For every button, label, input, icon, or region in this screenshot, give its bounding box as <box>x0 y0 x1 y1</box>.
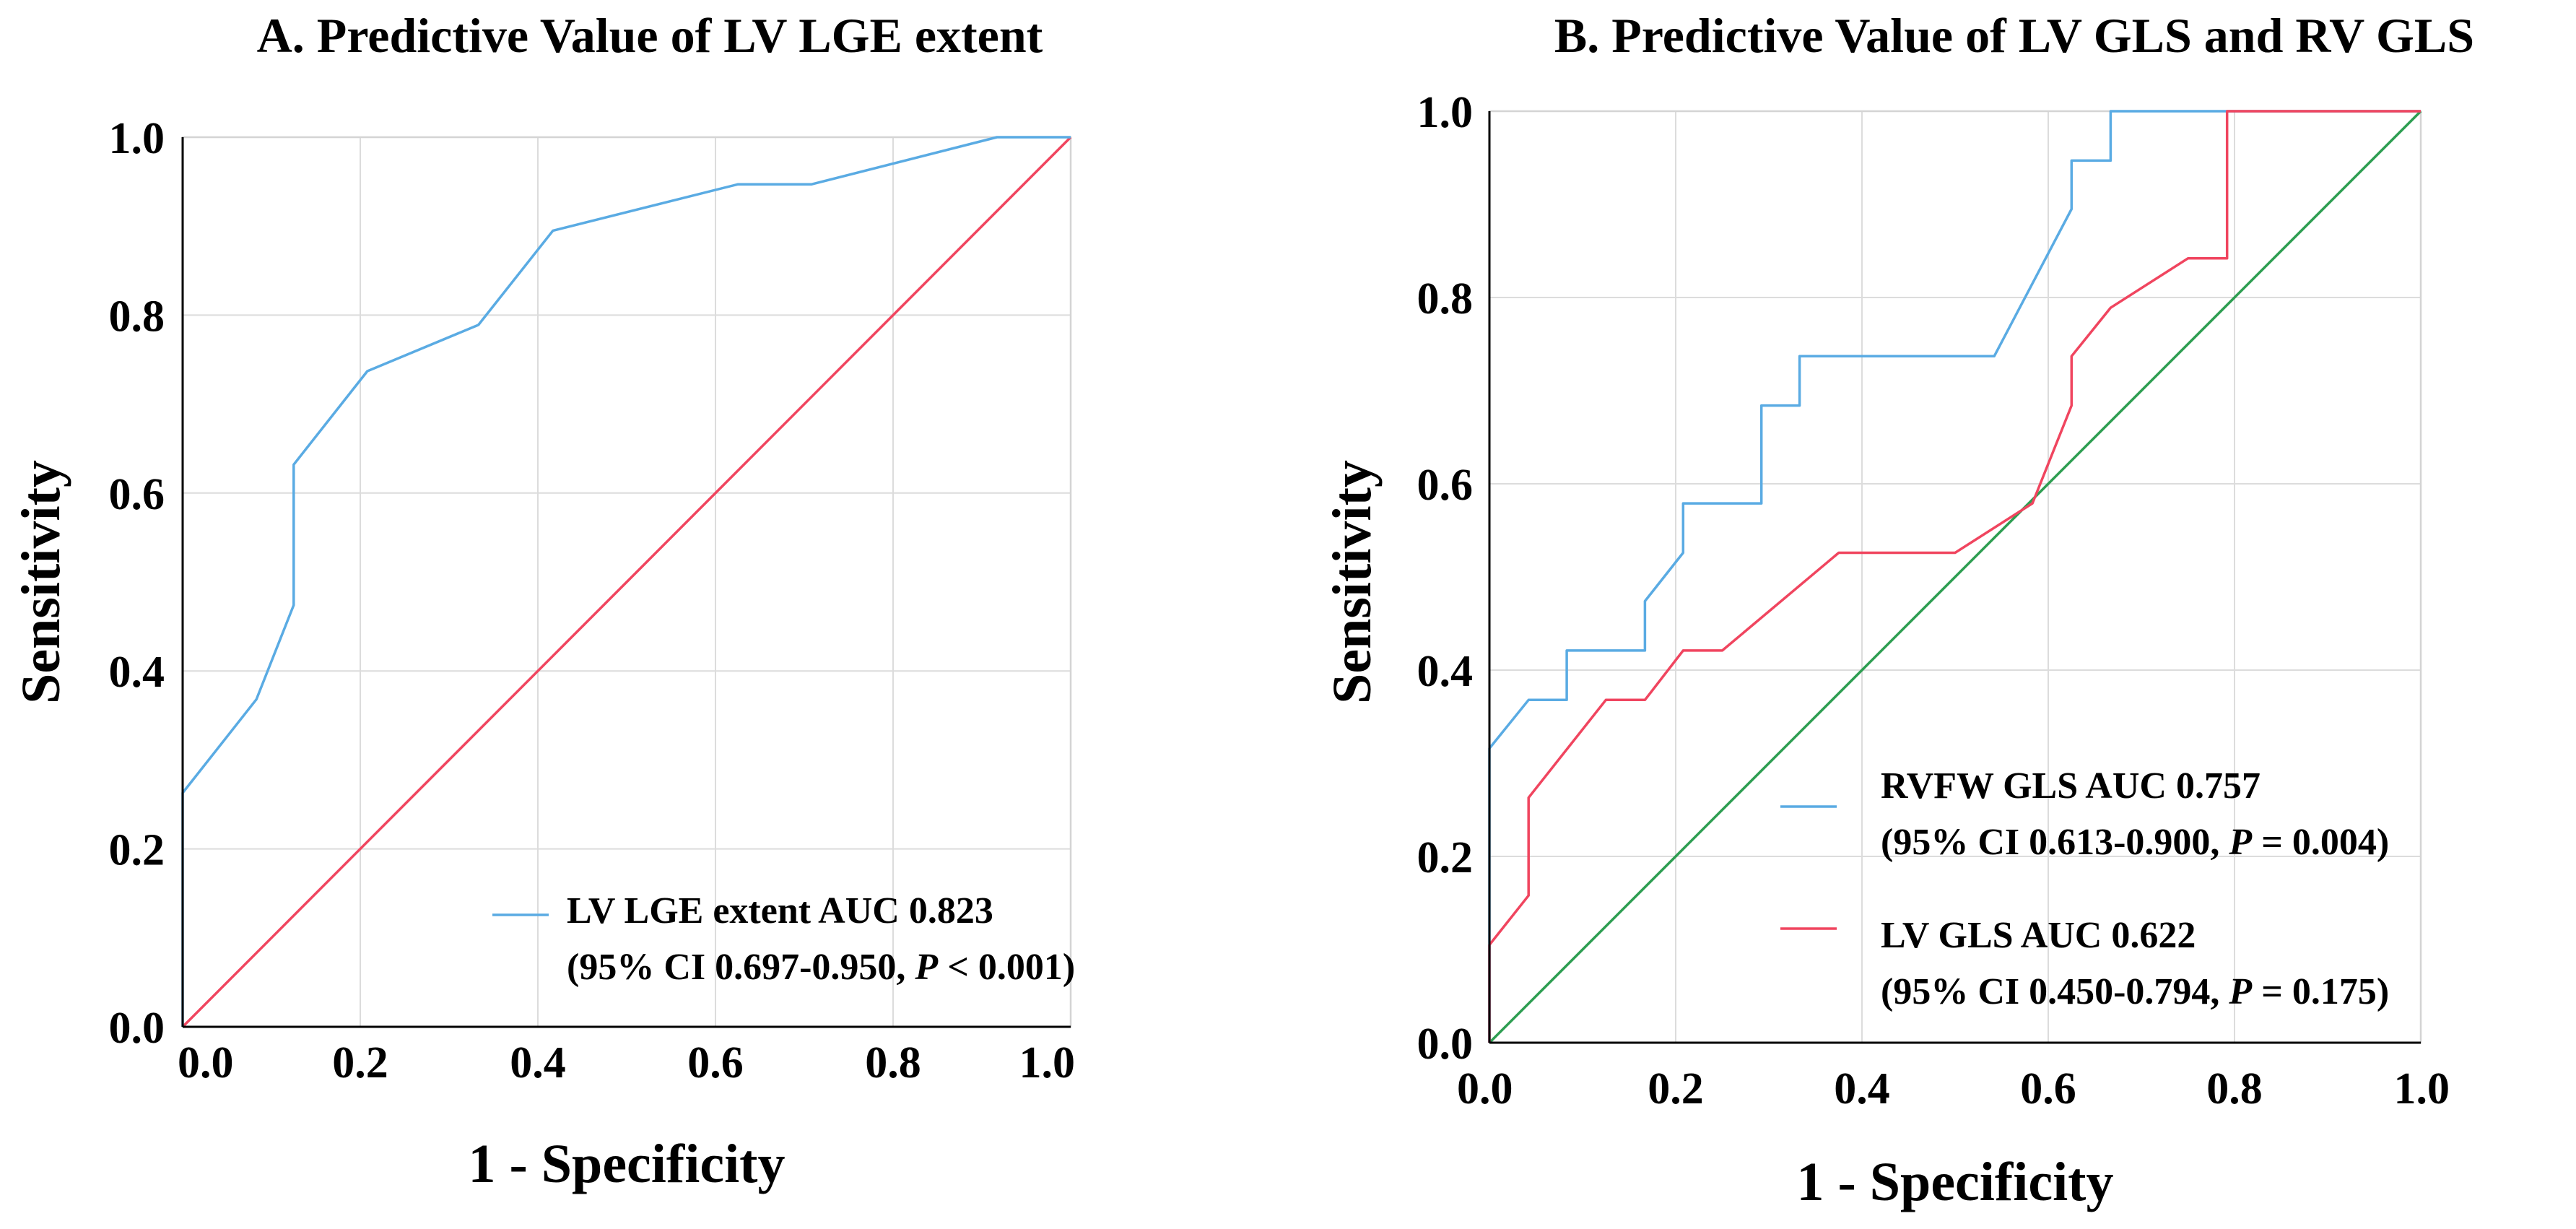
y-tick-label-0-6: 0.6 <box>109 470 165 519</box>
panel-b-x-tick-labels: 0.0 0.2 0.4 0.6 0.8 1.0 <box>1457 1064 2450 1113</box>
series-line-reference <box>181 136 1072 1028</box>
panel-b-series <box>1488 110 2422 1044</box>
panel-b-legend: RVFW GLS AUC 0.757 (95% CI 0.613-0.900, … <box>1780 765 2389 1012</box>
x-tick-label-0-2: 0.2 <box>1648 1064 1704 1113</box>
panel-b-lv-rv-gls: B. Predictive Value of LV GLS and RV GLS… <box>1322 8 2474 1212</box>
y-tick-label-0-2: 0.2 <box>109 826 165 875</box>
legend-lv-lge-p-label: P <box>914 947 939 988</box>
x-tick-label-0-6: 0.6 <box>687 1038 744 1087</box>
legend-lv-gls-line1: LV GLS AUC 0.622 <box>1881 915 2196 956</box>
x-tick-label-0-8: 0.8 <box>2206 1064 2263 1113</box>
y-tick-label-0-0: 0.0 <box>1417 1020 1474 1069</box>
x-tick-label-0-0: 0.0 <box>1457 1064 1513 1113</box>
panel-a-x-tick-labels: 0.0 0.2 0.4 0.6 0.8 1.0 <box>178 1038 1075 1087</box>
x-tick-label-0-4: 0.4 <box>510 1038 566 1087</box>
panel-a-series <box>181 136 1072 1028</box>
y-tick-label-0-4: 0.4 <box>109 648 165 697</box>
legend-lv-lge-line2: (95% CI 0.697-0.950, P < 0.001) <box>567 947 1075 988</box>
legend-rvfw-gls-p-value: = 0.004) <box>2252 822 2389 863</box>
panel-a-y-axis-label: Sensitivity <box>11 460 71 704</box>
x-tick-label-1-0: 1.0 <box>2394 1064 2450 1113</box>
legend-lv-gls-ci: (95% CI 0.450-0.794, <box>1881 971 2229 1012</box>
y-tick-label-0-0: 0.0 <box>109 1004 165 1053</box>
series-line-rvfw-gls <box>1488 110 2421 1043</box>
legend-rvfw-gls-ci: (95% CI 0.613-0.900, <box>1881 822 2229 863</box>
panel-a-lv-lge: A. Predictive Value of LV LGE extent 0.0… <box>11 8 1075 1194</box>
series-line-lv-gls <box>1488 110 2421 1043</box>
y-tick-label-0-4: 0.4 <box>1417 647 1474 696</box>
x-tick-label-0-6: 0.6 <box>2020 1064 2076 1113</box>
legend-lv-lge-ci: (95% CI 0.697-0.950, <box>567 947 915 988</box>
series-line-lv-lge-extent <box>181 136 1071 1027</box>
legend-rvfw-gls-p-label: P <box>2228 822 2253 863</box>
legend-lv-lge-line1: LV LGE extent AUC 0.823 <box>567 890 993 931</box>
legend-rvfw-gls-line2: (95% CI 0.613-0.900, P = 0.004) <box>1881 822 2389 863</box>
x-tick-label-1-0: 1.0 <box>1019 1038 1076 1087</box>
y-tick-label-0-8: 0.8 <box>109 292 165 341</box>
y-tick-label-0-8: 0.8 <box>1417 274 1474 323</box>
y-tick-label-0-2: 0.2 <box>1417 833 1474 882</box>
panel-a-y-tick-labels: 0.0 0.2 0.4 0.6 0.8 1.0 <box>109 114 165 1053</box>
panel-a-title: A. Predictive Value of LV LGE extent <box>257 8 1043 63</box>
x-tick-label-0-2: 0.2 <box>332 1038 388 1087</box>
panel-b-title: B. Predictive Value of LV GLS and RV GLS <box>1554 8 2474 63</box>
panel-a-legend: LV LGE extent AUC 0.823 (95% CI 0.697-0.… <box>492 890 1075 988</box>
panel-a-x-axis-label: 1 - Specificity <box>468 1134 785 1194</box>
panel-b-y-tick-labels: 0.0 0.2 0.4 0.6 0.8 1.0 <box>1417 88 1474 1069</box>
series-line-reference <box>1488 110 2422 1044</box>
panel-b-x-axis-label: 1 - Specificity <box>1796 1152 2113 1212</box>
x-tick-label-0-4: 0.4 <box>1834 1064 1890 1113</box>
legend-lv-gls-p-value: = 0.175) <box>2252 971 2389 1012</box>
y-tick-label-0-6: 0.6 <box>1417 461 1474 510</box>
panel-b-y-axis-label: Sensitivity <box>1322 460 1383 704</box>
x-tick-label-0-0: 0.0 <box>178 1038 234 1087</box>
legend-lv-gls-line2: (95% CI 0.450-0.794, P = 0.175) <box>1881 971 2389 1012</box>
legend-lv-lge-p-value: < 0.001) <box>938 947 1075 988</box>
legend-lv-gls-p-label: P <box>2228 971 2253 1012</box>
x-tick-label-0-8: 0.8 <box>865 1038 921 1087</box>
legend-rvfw-gls-line1: RVFW GLS AUC 0.757 <box>1881 765 2260 807</box>
y-tick-label-1-0: 1.0 <box>1417 88 1474 137</box>
y-tick-label-1-0: 1.0 <box>109 114 165 163</box>
